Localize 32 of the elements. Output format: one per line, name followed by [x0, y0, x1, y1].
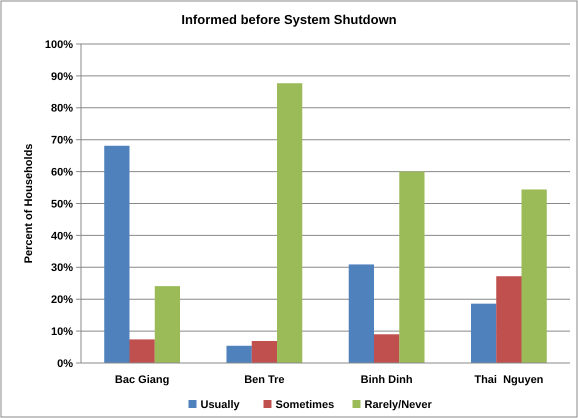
- bar: [374, 334, 400, 363]
- chart-title: Informed before System Shutdown: [181, 12, 397, 27]
- y-tick-label: 30%: [50, 262, 74, 274]
- y-tick-label: 50%: [50, 198, 74, 210]
- y-tick-label: 0%: [57, 358, 74, 370]
- legend-label: Sometimes: [276, 398, 334, 411]
- y-tick-label: 70%: [50, 134, 74, 147]
- x-tick-label: Binh Dinh: [360, 374, 413, 386]
- legend-label: Usually: [200, 398, 241, 411]
- bar: [399, 172, 425, 363]
- y-tick-label: 10%: [50, 326, 74, 338]
- bar: [348, 264, 374, 363]
- bar: [129, 339, 155, 363]
- bar: [154, 286, 180, 363]
- bar: [522, 189, 547, 363]
- legend-label: Rarely/Never: [364, 398, 432, 411]
- bar: [470, 304, 496, 363]
- y-tick-label: 20%: [50, 294, 74, 306]
- bar: [277, 83, 302, 363]
- y-tick-label: 90%: [50, 70, 74, 83]
- y-tick-label: 40%: [50, 230, 74, 242]
- x-tick-label: Bac Giang: [114, 374, 170, 386]
- x-tick-label: Ben Tre: [244, 374, 285, 386]
- bar: [104, 146, 130, 363]
- y-axis-title: Percent of Households: [23, 144, 35, 264]
- x-tick-label: Thai Nguyen: [474, 374, 544, 386]
- bar: [226, 346, 252, 363]
- bar: [496, 276, 522, 363]
- y-tick-label: 60%: [50, 166, 74, 178]
- y-tick-label: 80%: [50, 102, 74, 115]
- y-tick-label: 100%: [44, 38, 74, 51]
- bar: [252, 340, 278, 363]
